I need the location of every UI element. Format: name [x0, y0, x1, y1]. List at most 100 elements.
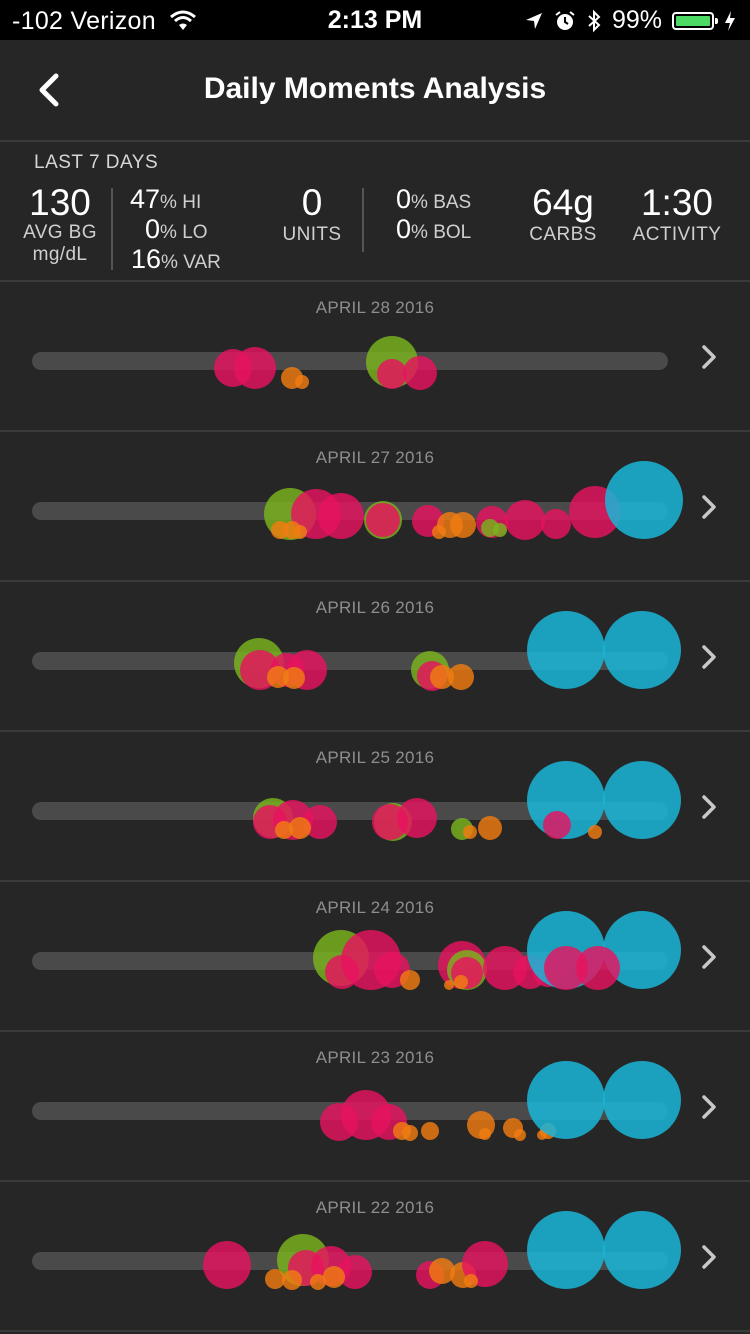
charging-bolt-icon	[725, 10, 735, 31]
battery-icon	[672, 11, 718, 30]
carbs-bubble	[540, 1123, 556, 1139]
carbs-stat: 64g CARBS	[520, 182, 606, 246]
activity-bubble	[605, 461, 683, 539]
bol-value: 0	[396, 214, 412, 244]
carbs-value: 64g	[532, 182, 594, 223]
hi-label: % HI	[160, 192, 202, 213]
page-title: Daily Moments Analysis	[203, 72, 547, 105]
carbs-bubble	[454, 975, 468, 989]
day-date: APRIL 25 2016	[315, 748, 435, 767]
activity-bubble	[603, 1061, 681, 1139]
timeline-track	[32, 802, 668, 820]
divider	[111, 188, 113, 270]
carbs-bubble	[393, 1122, 411, 1140]
activity-bubble	[527, 761, 605, 839]
timeline-track	[32, 1102, 668, 1120]
day-row[interactable]: APRIL 23 2016	[0, 1032, 750, 1182]
avg-bg-stat: 130 AVG BG mg/dL	[18, 182, 102, 266]
carbs-bubble	[400, 970, 420, 990]
day-row[interactable]: APRIL 22 2016	[0, 1182, 750, 1332]
location-arrow-icon	[525, 12, 542, 29]
lo-stat: 0% LO	[145, 214, 208, 245]
day-row[interactable]: APRIL 26 2016	[0, 582, 750, 732]
var-label: % VAR	[161, 252, 221, 273]
units-stat: 0 UNITS	[270, 182, 354, 246]
avg-bg-label: AVG BG	[23, 222, 97, 243]
in-range-bg-bubble	[493, 523, 507, 537]
var-value: 16	[131, 244, 162, 274]
carbs-bubble	[444, 980, 454, 990]
carbs-bubble	[310, 1274, 326, 1290]
timeline-track	[32, 652, 668, 670]
activity-bubble	[527, 611, 605, 689]
carbs-bubble	[402, 1125, 418, 1141]
carbs-bubble	[514, 1129, 526, 1141]
day-row[interactable]: APRIL 24 2016	[0, 882, 750, 1032]
day-row[interactable]: APRIL 27 2016	[0, 432, 750, 582]
chevron-right-icon[interactable]	[698, 1092, 720, 1122]
lo-label: % LO	[160, 222, 208, 243]
chevron-right-icon[interactable]	[698, 1242, 720, 1272]
hi-value: 47	[130, 184, 161, 214]
activity-stat: 1:30 ACTIVITY	[626, 182, 728, 246]
bluetooth-icon	[588, 9, 601, 32]
chevron-right-icon[interactable]	[698, 942, 720, 972]
timeline-track	[32, 352, 668, 370]
activity-bubble	[527, 1211, 605, 1289]
chevron-right-icon[interactable]	[698, 342, 720, 372]
carrier-signal: -102 Verizon	[12, 6, 197, 36]
in-range-bg-bubble	[481, 519, 499, 537]
day-date: APRIL 28 2016	[315, 298, 435, 317]
chevron-right-icon[interactable]	[698, 642, 720, 672]
bol-stat: 0% BOL	[396, 214, 471, 245]
carbs-bubble	[275, 821, 293, 839]
alarm-clock-icon	[555, 10, 575, 30]
carbs-bubble	[265, 1269, 285, 1289]
day-date: APRIL 22 2016	[315, 1198, 435, 1217]
day-date: APRIL 24 2016	[315, 898, 435, 917]
chevron-right-icon[interactable]	[698, 792, 720, 822]
units-label: UNITS	[282, 224, 342, 245]
timeline-track	[32, 502, 668, 520]
carrier-label: -102 Verizon	[12, 6, 156, 35]
status-right: 99%	[524, 6, 736, 35]
bas-value: 0	[396, 184, 412, 214]
activity-bubble	[527, 1061, 605, 1139]
bas-stat: 0% BAS	[396, 184, 471, 215]
in-range-bg-bubble	[451, 818, 473, 840]
carbs-bubble	[432, 525, 446, 539]
status-time: 2:13 PM	[327, 6, 423, 34]
units-value: 0	[301, 182, 323, 223]
back-chevron-icon[interactable]	[30, 70, 70, 110]
carbs-bubble	[295, 375, 309, 389]
carbs-bubble	[283, 667, 305, 689]
day-date: APRIL 26 2016	[315, 598, 435, 617]
activity-label: ACTIVITY	[632, 224, 722, 245]
chevron-right-icon[interactable]	[698, 492, 720, 522]
day-row[interactable]: APRIL 25 2016	[0, 732, 750, 882]
day-row[interactable]: APRIL 28 2016	[0, 282, 750, 432]
wifi-icon	[170, 10, 197, 31]
carbs-bubble	[537, 1130, 547, 1140]
carbs-bubble	[293, 525, 307, 539]
summary-panel: LAST 7 DAYS 130 AVG BG mg/dL 47% HI 0% L…	[0, 142, 750, 282]
carbs-bubble	[289, 817, 311, 839]
divider	[362, 188, 364, 252]
carbs-bubble	[588, 825, 602, 839]
timeline-track	[32, 1252, 668, 1270]
activity-value: 1:30	[640, 182, 713, 223]
bol-label: % BOL	[411, 222, 472, 243]
day-date: APRIL 23 2016	[315, 1048, 435, 1067]
carbs-bubble	[271, 521, 289, 539]
nav-bar: Daily Moments Analysis	[0, 40, 750, 142]
carbs-bubble	[479, 1128, 491, 1140]
hi-stat: 47% HI	[130, 184, 201, 215]
bas-label: % BAS	[411, 192, 472, 213]
activity-bubble	[527, 911, 605, 989]
day-date: APRIL 27 2016	[315, 448, 435, 467]
avg-bg-value: 130	[29, 182, 91, 223]
carbs-bubble	[421, 1122, 439, 1140]
lo-value: 0	[145, 214, 161, 244]
activity-bubble	[603, 1211, 681, 1289]
carbs-bubble	[463, 825, 477, 839]
